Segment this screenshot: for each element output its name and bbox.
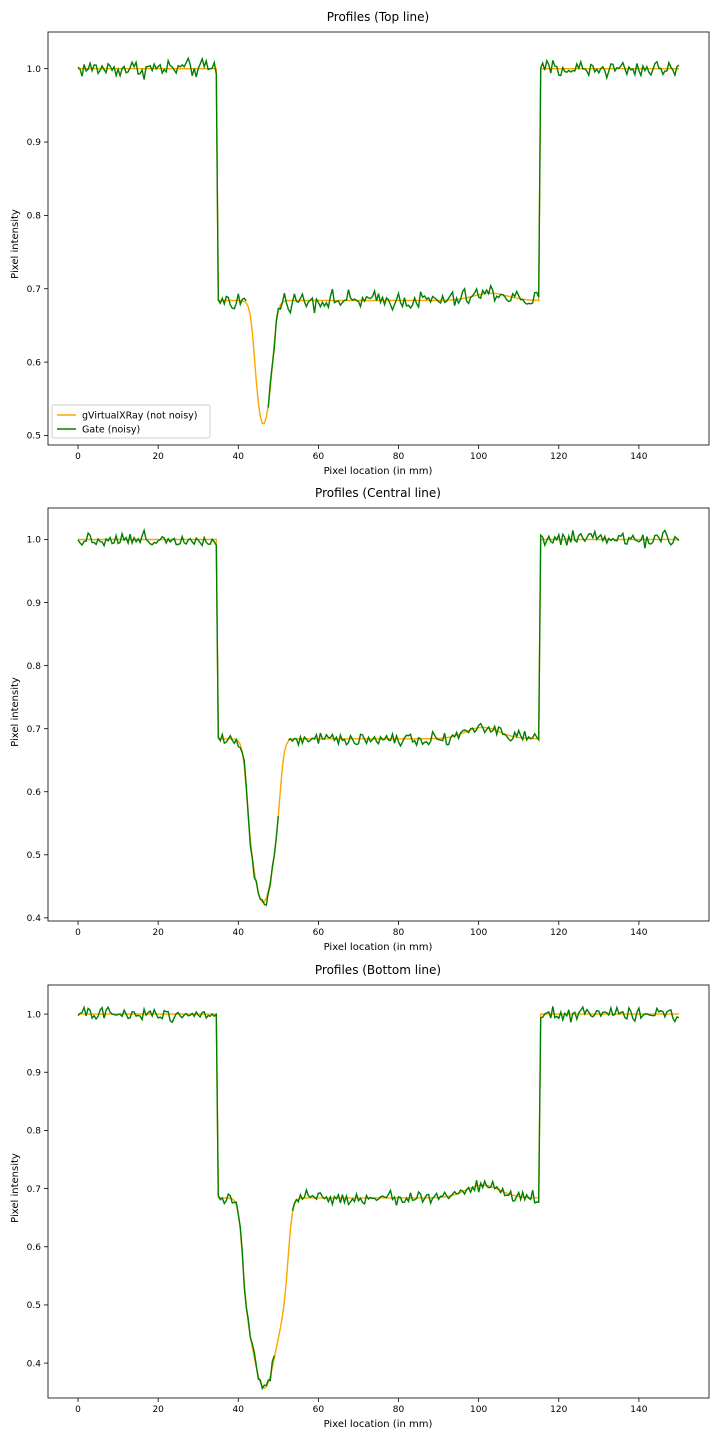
x-tick-label: 100 bbox=[470, 452, 487, 462]
y-tick-label: 0.7 bbox=[27, 725, 41, 735]
x-tick-label: 0 bbox=[75, 928, 81, 938]
x-tick-label: 140 bbox=[630, 928, 647, 938]
x-tick-label: 60 bbox=[313, 452, 325, 462]
y-axis-label: Pixel intensity bbox=[10, 209, 21, 279]
y-tick-label: 0.5 bbox=[27, 1301, 41, 1311]
x-tick-label: 120 bbox=[550, 928, 567, 938]
y-axis-label: Pixel intensity bbox=[10, 1153, 21, 1223]
plot-area: 0 20 40 60 80 100 120 140 0.4 0.5 0.6 0.7 0.8 0.9 1.0 bbox=[27, 507, 710, 938]
x-tick-label: 100 bbox=[470, 928, 487, 938]
y-tick-label: 0.8 bbox=[27, 662, 42, 672]
series-line-gate bbox=[77, 56, 680, 408]
x-tick-label: 0 bbox=[75, 452, 81, 462]
x-tick-label: 140 bbox=[630, 1405, 647, 1415]
y-tick-label: 0.9 bbox=[27, 138, 42, 148]
x-tick-label: 40 bbox=[233, 452, 245, 462]
chart-panel-central: Profiles (Central line) Pixel location (… bbox=[10, 486, 710, 953]
x-tick-label: 40 bbox=[233, 1405, 245, 1415]
chart-title: Profiles (Top line) bbox=[327, 10, 429, 24]
x-tick-label: 20 bbox=[152, 452, 164, 462]
y-tick-label: 0.6 bbox=[27, 1243, 42, 1253]
axes-frame bbox=[47, 984, 710, 1399]
plot-area: 0 20 40 60 80 100 120 140 0.5 0.6 0.7 0.8 0.9 1.0 bbox=[27, 31, 710, 462]
y-tick-label: 0.8 bbox=[27, 212, 42, 222]
y-tick-label: 0.7 bbox=[27, 1185, 41, 1195]
x-tick-label: 60 bbox=[313, 928, 325, 938]
x-tick-label: 80 bbox=[393, 928, 405, 938]
legend-label-gvirtualxray: gVirtualXRay (not noisy) bbox=[82, 411, 197, 422]
x-tick-label: 20 bbox=[152, 1405, 164, 1415]
x-tick-label: 80 bbox=[393, 1405, 405, 1415]
y-tick-label: 0.4 bbox=[27, 914, 42, 924]
series-line-gvirtualxray bbox=[78, 538, 679, 904]
y-tick-label: 0.7 bbox=[27, 285, 41, 295]
x-tick-label: 20 bbox=[152, 928, 164, 938]
x-tick-label: 0 bbox=[75, 1405, 81, 1415]
x-axis-label: Pixel location (in mm) bbox=[324, 466, 433, 477]
y-tick-label: 1.0 bbox=[27, 536, 42, 546]
series-line-gate bbox=[77, 1005, 680, 1391]
y-tick-label: 0.6 bbox=[27, 358, 42, 368]
y-tick-label: 0.5 bbox=[27, 432, 41, 442]
y-tick-label: 0.4 bbox=[27, 1359, 42, 1369]
x-tick-label: 80 bbox=[393, 452, 405, 462]
legend: gVirtualXRay (not noisy) Gate (noisy) bbox=[51, 404, 211, 439]
series-line-gvirtualxray bbox=[78, 68, 679, 425]
y-tick-label: 0.9 bbox=[27, 599, 42, 609]
x-axis-label: Pixel location (in mm) bbox=[324, 1419, 433, 1430]
chart-title: Profiles (Central line) bbox=[315, 486, 441, 500]
x-tick-label: 140 bbox=[630, 452, 647, 462]
chart-panel-bottom: Profiles (Bottom line) Pixel location (i… bbox=[10, 963, 710, 1430]
x-tick-label: 40 bbox=[233, 928, 245, 938]
y-axis-label: Pixel intensity bbox=[10, 677, 21, 747]
axes-frame bbox=[47, 31, 710, 446]
legend-frame bbox=[51, 404, 211, 439]
y-tick-label: 0.9 bbox=[27, 1068, 42, 1078]
y-tick-label: 0.5 bbox=[27, 851, 41, 861]
legend-label-gate: Gate (noisy) bbox=[82, 425, 140, 436]
y-tick-label: 1.0 bbox=[27, 65, 42, 75]
x-tick-label: 120 bbox=[550, 1405, 567, 1415]
chart-panel-top: Profiles (Top line) Pixel location (in m… bbox=[10, 10, 710, 477]
y-tick-label: 0.8 bbox=[27, 1127, 42, 1137]
plot-area: 0 20 40 60 80 100 120 140 0.4 0.5 0.6 0.7 0.8 0.9 1.0 bbox=[27, 984, 710, 1415]
chart-title: Profiles (Bottom line) bbox=[315, 963, 441, 977]
series-line-gvirtualxray bbox=[78, 1013, 679, 1389]
y-tick-label: 1.0 bbox=[27, 1010, 42, 1020]
x-axis-label: Pixel location (in mm) bbox=[324, 942, 433, 953]
series-line-gate bbox=[77, 527, 680, 907]
y-tick-label: 0.6 bbox=[27, 788, 42, 798]
x-tick-label: 60 bbox=[313, 1405, 325, 1415]
x-tick-label: 120 bbox=[550, 452, 567, 462]
axes-frame bbox=[47, 507, 710, 922]
x-tick-label: 100 bbox=[470, 1405, 487, 1415]
